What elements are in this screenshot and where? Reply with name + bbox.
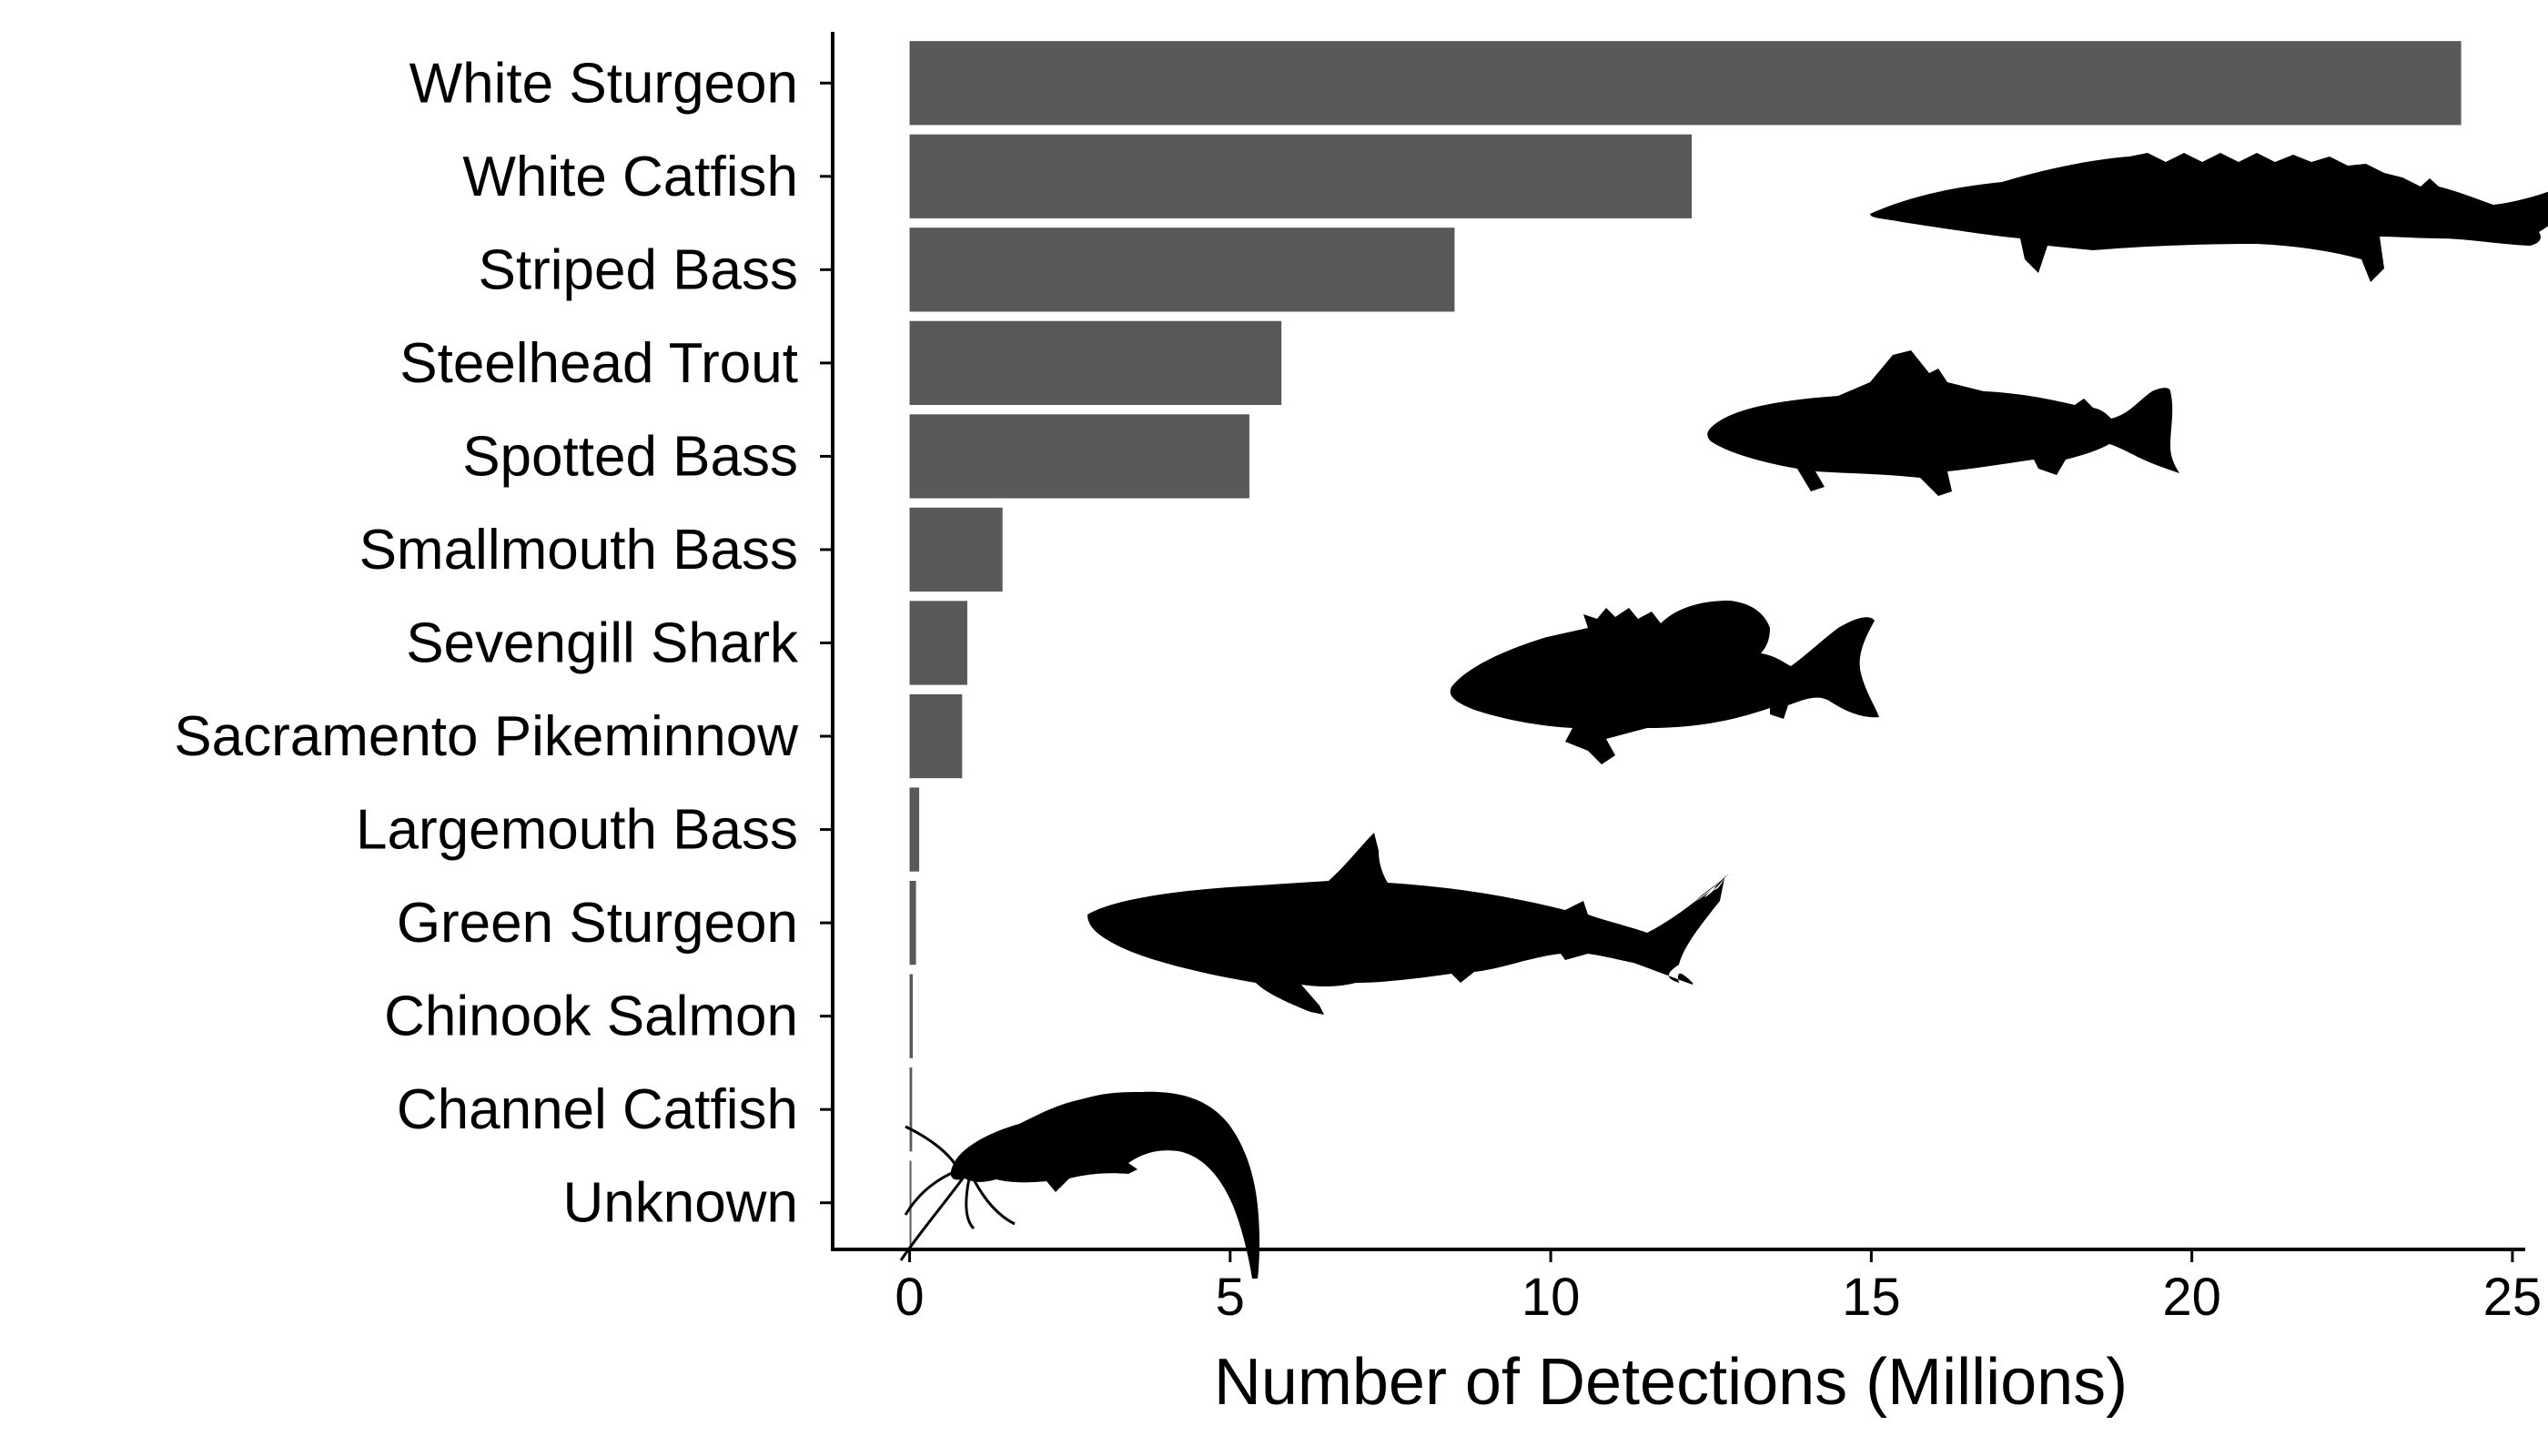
bar <box>909 1067 913 1152</box>
x-tick-label: 5 <box>1216 1268 1245 1327</box>
bar <box>909 601 967 685</box>
y-tick-label: Spotted Bass <box>462 425 798 488</box>
bar <box>909 134 1693 218</box>
y-axis: White Sturgeon White Catfish Striped Bass S… <box>174 32 834 1249</box>
bar <box>909 320 1282 406</box>
y-tick-label: Steelhead Trout <box>399 332 798 395</box>
x-tick-label: 15 <box>1842 1268 1901 1327</box>
bar <box>909 507 1003 592</box>
y-tick-label: Green Sturgeon <box>397 892 798 955</box>
x-axis: 0 5 10 15 20 25 <box>831 1248 2543 1327</box>
sturgeon-icon <box>1870 153 2548 282</box>
bar <box>909 1160 912 1245</box>
y-tick-label: White Sturgeon <box>410 52 798 115</box>
bass-icon <box>1450 601 1879 764</box>
bar <box>909 414 1249 499</box>
y-tick-label: Chinook Salmon <box>384 986 798 1048</box>
x-tick-label: 25 <box>2483 1268 2543 1327</box>
y-tick-label: Sevengill Shark <box>406 612 799 675</box>
catfish-icon <box>899 1091 1260 1279</box>
y-tick-label: White Catfish <box>462 146 798 208</box>
bar <box>909 787 920 872</box>
y-tick-label: Largemouth Bass <box>356 799 798 862</box>
x-tick-label: 0 <box>895 1268 924 1327</box>
bar <box>909 974 914 1058</box>
y-tick-label: Unknown <box>563 1172 798 1235</box>
shark-icon <box>1087 833 1729 1015</box>
x-tick-label: 10 <box>1522 1268 1581 1327</box>
bar <box>909 880 916 966</box>
y-tick-label: Sacramento Pikeminnow <box>174 705 798 768</box>
y-tick-label: Channel Catfish <box>397 1078 798 1141</box>
y-tick-label: Smallmouth Bass <box>359 519 798 581</box>
x-axis-title: Number of Detections (Millions) <box>1214 1346 2128 1419</box>
bar <box>909 228 1455 312</box>
bars-group <box>909 41 2462 1245</box>
bar <box>909 693 963 779</box>
x-tick-label: 20 <box>2162 1268 2221 1327</box>
y-tick-label: Striped Bass <box>478 238 798 301</box>
trout-icon <box>1707 350 2179 496</box>
bar <box>909 41 2462 126</box>
